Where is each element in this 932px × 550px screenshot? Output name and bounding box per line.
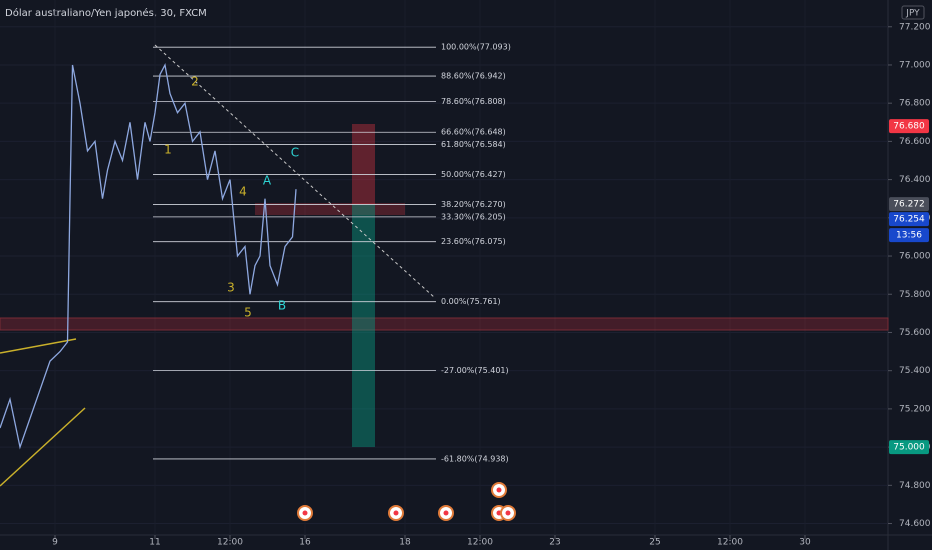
- price-badge-label: 76.254: [893, 215, 925, 225]
- x-tick-label: 12:00: [217, 538, 243, 548]
- wave-label: 2: [191, 75, 199, 89]
- x-tick-label: 12:00: [467, 538, 493, 548]
- event-icon-dot: [302, 510, 308, 516]
- fib-label: 100.00%(77.093): [441, 43, 511, 52]
- price-badge: [889, 440, 929, 455]
- position-target: [352, 204, 375, 447]
- y-tick-label: 77.000: [899, 60, 931, 70]
- currency: JPY: [905, 9, 920, 19]
- price-badge: [889, 197, 929, 212]
- fib-label: 61.80%(76.584): [441, 140, 506, 149]
- y-tick-label: 74.600: [899, 519, 931, 529]
- wave-label: B: [278, 299, 286, 313]
- event-icon-dot: [505, 510, 511, 516]
- price-badge: [889, 119, 929, 134]
- fib-label: 78.60%(76.808): [441, 97, 506, 106]
- x-tick-label: 12:00: [717, 538, 743, 548]
- y-tick-label: 76.400: [899, 175, 931, 185]
- price-badge-label: 76.680: [893, 122, 925, 132]
- y-tick-label: 74.800: [899, 481, 931, 491]
- fib-label: 23.60%(76.075): [441, 237, 506, 246]
- dashed-trend-line: [154, 44, 436, 299]
- x-tick-label: 16: [299, 538, 311, 548]
- price-badge-label: 75.000: [893, 443, 925, 453]
- wave-label: 5: [244, 306, 252, 320]
- trend-line: [0, 407, 86, 487]
- y-tick-label: 76.800: [899, 99, 931, 109]
- fib-label: 66.60%(76.648): [441, 128, 506, 137]
- y-tick-label: 76.000: [899, 252, 931, 262]
- fib-label: 88.60%(76.942): [441, 72, 506, 81]
- fib-label: -27.00%(75.401): [441, 366, 509, 375]
- wave-label: 1: [164, 143, 172, 157]
- position-stop: [352, 124, 375, 204]
- price-line: [0, 63, 297, 450]
- x-tick-label: 25: [649, 538, 660, 548]
- wave-label: 4: [239, 185, 247, 199]
- currency-box: [901, 5, 925, 20]
- x-tick-label: 9: [52, 538, 58, 548]
- event-icon-dot: [443, 510, 449, 516]
- countdown-badge: [889, 228, 929, 243]
- y-tick-label: 75.800: [899, 290, 931, 300]
- fib-label: 33.30%(76.205): [441, 212, 506, 221]
- y-tick-label: 76.600: [899, 137, 931, 147]
- wave-label: 3: [227, 281, 235, 295]
- fib-label: 0.00%(75.761): [441, 297, 501, 306]
- fib-label: 38.20%(76.270): [441, 200, 506, 209]
- fib-label: 50.00%(76.427): [441, 170, 506, 179]
- chart-title: Dólar australiano/Yen japonés, 30, FXCM: [5, 7, 207, 19]
- x-tick-label: 18: [399, 538, 411, 548]
- resistance-zone: [0, 317, 889, 331]
- price-badge-label: 76.272: [893, 200, 925, 210]
- event-icon-dot: [393, 510, 399, 516]
- y-tick-label: 75.200: [899, 404, 931, 414]
- event-icon-dot: [496, 487, 502, 493]
- price-badge: [889, 212, 929, 227]
- y-tick-label: 75.400: [899, 366, 931, 376]
- y-tick-label: 75.600: [899, 328, 931, 338]
- x-tick-label: 11: [149, 538, 160, 548]
- wave-label: A: [263, 174, 272, 188]
- x-tick-label: 23: [549, 538, 560, 548]
- y-tick-label: 77.200: [899, 22, 931, 32]
- trend-line: [0, 338, 77, 354]
- x-tick-label: 30: [799, 538, 811, 548]
- wave-label: C: [291, 146, 299, 160]
- supply-zone: [255, 203, 405, 215]
- countdown: 13:56: [896, 231, 922, 241]
- fib-label: -61.80%(74.938): [441, 454, 509, 463]
